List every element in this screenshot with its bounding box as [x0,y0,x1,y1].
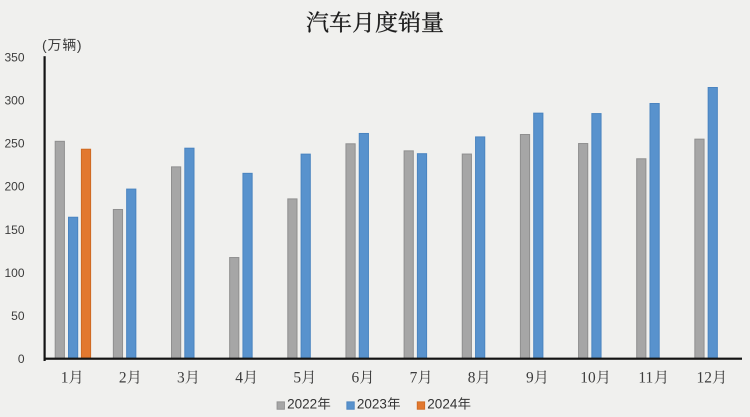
svg-text:12: 12 [697,370,712,387]
svg-text:10: 10 [580,370,596,387]
svg-text:150: 150 [4,223,24,237]
svg-text:100: 100 [4,266,24,280]
svg-text:250: 250 [4,137,24,151]
svg-text:1: 1 [61,370,69,387]
svg-text:2022: 2022 [287,397,317,412]
svg-text:(: ( [42,37,47,53]
svg-text:5: 5 [293,370,301,387]
svg-text:3: 3 [177,370,185,387]
svg-text:4: 4 [235,370,243,387]
svg-text:200: 200 [4,180,24,194]
svg-text:2023: 2023 [357,397,387,412]
svg-text:8: 8 [468,370,476,387]
svg-text:7: 7 [410,370,418,387]
svg-text:2: 2 [119,370,127,387]
svg-text:350: 350 [4,51,24,65]
svg-text:50: 50 [11,309,25,323]
svg-text:300: 300 [4,94,24,108]
svg-text:): ) [77,37,82,53]
svg-text:9: 9 [526,370,534,387]
svg-text:0: 0 [18,352,25,366]
svg-text:6: 6 [352,370,360,387]
svg-text:2024: 2024 [427,397,458,412]
svg-text:11: 11 [638,370,653,387]
